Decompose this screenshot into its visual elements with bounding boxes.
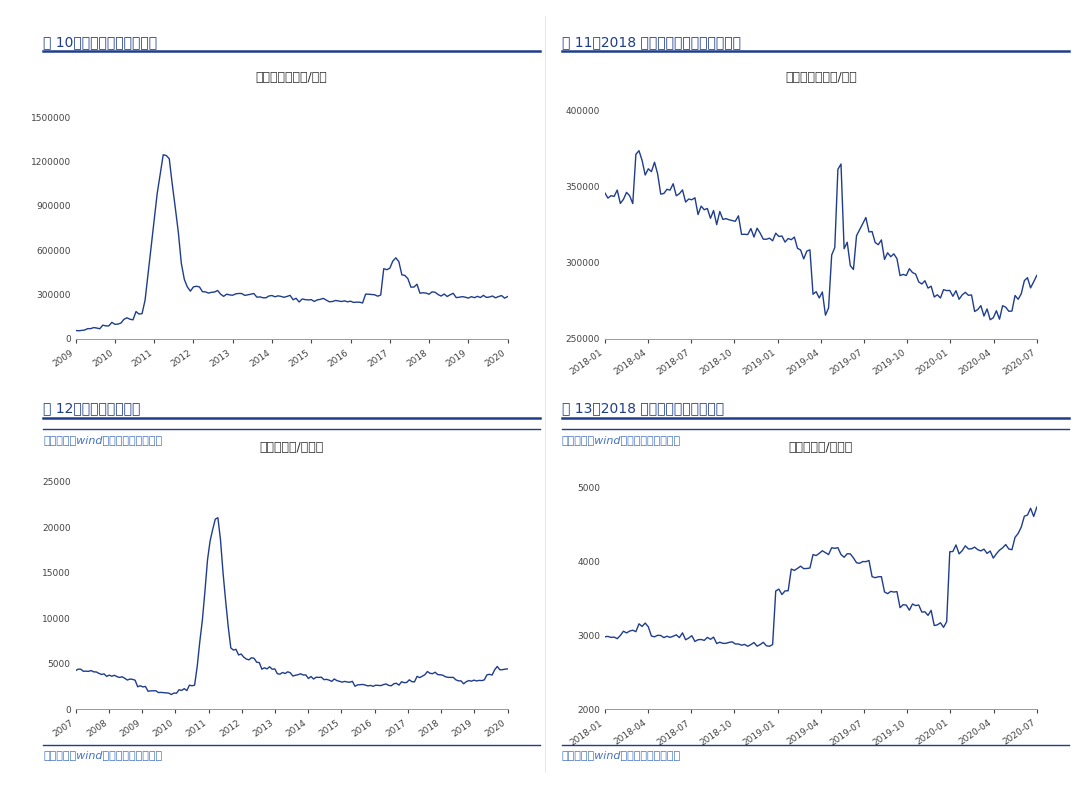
Text: 氧化钕（元/千克）: 氧化钕（元/千克） <box>259 441 324 454</box>
Text: 解梦佬: 解梦佬 <box>961 752 983 765</box>
Text: 图 12：氧化钕价格变化: 图 12：氧化钕价格变化 <box>43 401 140 415</box>
Text: 图 10：镨钕氧化物价格变化: 图 10：镨钕氧化物价格变化 <box>43 35 158 49</box>
Text: 镨钕氧化物（元/吨）: 镨钕氧化物（元/吨） <box>256 71 327 84</box>
Text: 氧化钕（元/千克）: 氧化钕（元/千克） <box>788 441 853 454</box>
Text: 镨钕氧化物（元/吨）: 镨钕氧化物（元/吨） <box>785 71 856 84</box>
Text: 图 11：2018 年以来镨钕氧化物价格变化: 图 11：2018 年以来镨钕氧化物价格变化 <box>562 35 741 49</box>
Text: 资料来源：wind，安信证券研究中心: 资料来源：wind，安信证券研究中心 <box>43 435 162 445</box>
Text: 图 13：2018 年以来氧化钕价格变化: 图 13：2018 年以来氧化钕价格变化 <box>562 401 724 415</box>
Text: 资料来源：wind，安信证券研究中心: 资料来源：wind，安信证券研究中心 <box>562 750 680 760</box>
Text: 资料来源：wind，安信证券研究中心: 资料来源：wind，安信证券研究中心 <box>43 750 162 760</box>
Text: 资料来源：wind，安信证券研究中心: 资料来源：wind，安信证券研究中心 <box>562 435 680 445</box>
